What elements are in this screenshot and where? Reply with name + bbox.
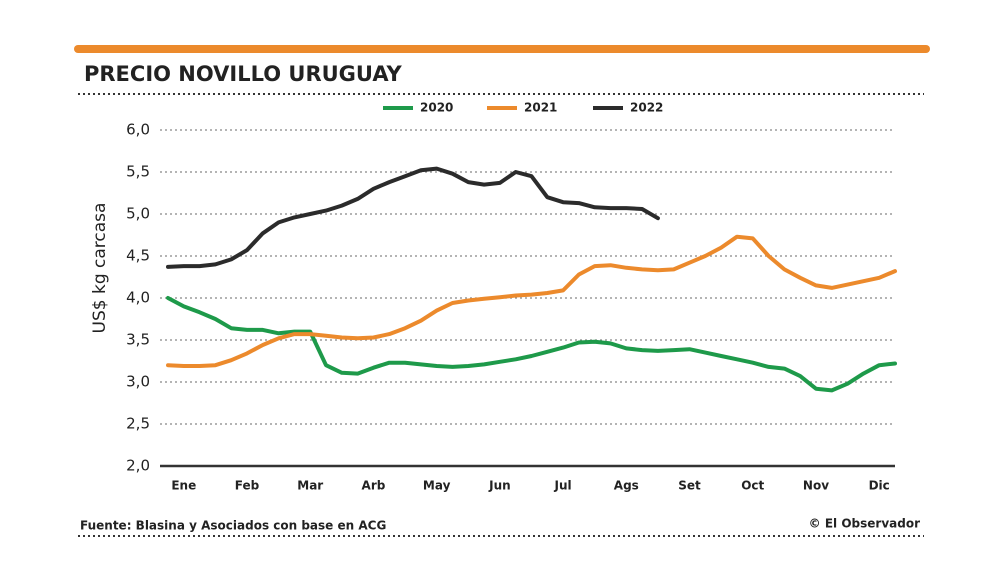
x-tick-label: Jul bbox=[554, 479, 572, 493]
y-tick-label: 3,5 bbox=[126, 331, 150, 349]
y-tick-label: 2,5 bbox=[126, 415, 150, 433]
y-tick-label: 5,5 bbox=[126, 163, 150, 181]
x-tick-label: Nov bbox=[803, 479, 829, 493]
legend-label: 2020 bbox=[420, 101, 453, 115]
legend-label: 2022 bbox=[630, 101, 663, 115]
y-tick-label: 2,0 bbox=[126, 457, 150, 475]
y-tick-label: 3,0 bbox=[126, 373, 150, 391]
credit: © El Observador bbox=[809, 517, 920, 531]
x-tick-label: Jun bbox=[488, 479, 511, 493]
series-line bbox=[166, 234, 897, 368]
x-tick-label: Arb bbox=[362, 479, 386, 493]
x-tick-label: Mar bbox=[297, 479, 323, 493]
y-tick-label: 4,5 bbox=[126, 247, 150, 265]
source: Fuente: Blasina y Asociados con base en … bbox=[80, 519, 386, 533]
x-tick-label: Feb bbox=[235, 479, 260, 493]
chart-title: PRECIO NOVILLO URUGUAY bbox=[84, 62, 403, 86]
series-line bbox=[166, 296, 897, 393]
x-tick-label: Ags bbox=[614, 479, 639, 493]
x-tick-label: Set bbox=[678, 479, 701, 493]
y-tick-label: 6,0 bbox=[126, 121, 150, 139]
y-tick-label: 4,0 bbox=[126, 289, 150, 307]
x-tick-label: Oct bbox=[741, 479, 764, 493]
series-line bbox=[166, 166, 660, 269]
y-axis-label: US$ kg carcasa bbox=[90, 203, 110, 334]
legend-label: 2021 bbox=[524, 101, 557, 115]
x-tick-label: Dic bbox=[869, 479, 890, 493]
x-tick-label: May bbox=[423, 479, 451, 493]
x-tick-label: Ene bbox=[171, 479, 196, 493]
y-tick-label: 5,0 bbox=[126, 205, 150, 223]
